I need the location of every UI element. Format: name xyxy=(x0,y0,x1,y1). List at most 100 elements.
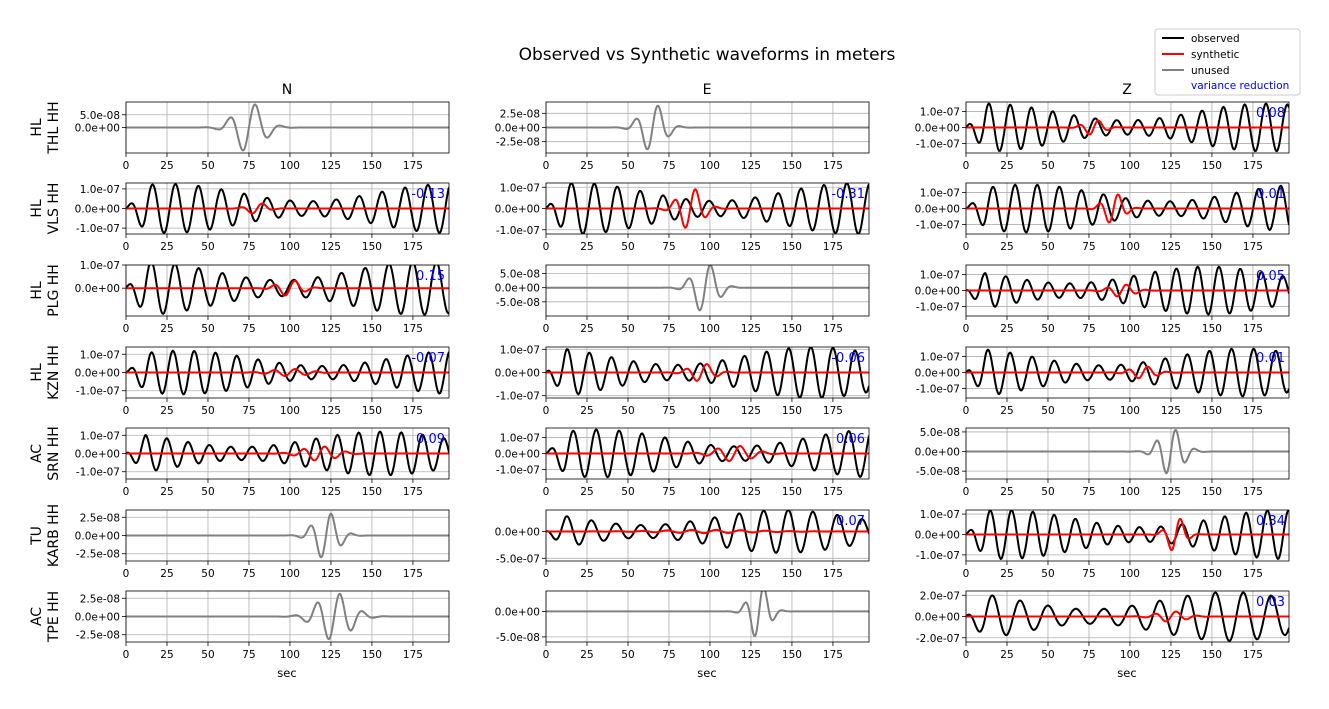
legend-label-observed: observed xyxy=(1191,33,1240,45)
y-tick-label: 0.0e+00 xyxy=(495,606,540,618)
x-tick-label: 25 xyxy=(1000,160,1013,172)
observed-waveform xyxy=(126,349,449,396)
y-tick-label: -5.0e-08 xyxy=(496,632,540,644)
x-tick-label: 150 xyxy=(782,649,802,661)
x-tick-label: 25 xyxy=(580,486,593,498)
x-tick-label: 175 xyxy=(403,241,423,253)
x-tick-label: 125 xyxy=(321,649,341,661)
y-tick-label: 1.0e-07 xyxy=(920,509,960,521)
waveform-panel: 0 25 50 75 100 125 150 175 -1.0e-07 0.0e+00 1.0e-0… xyxy=(495,344,870,417)
x-tick-label: 125 xyxy=(321,568,341,580)
station-code-label: PLG HH xyxy=(46,264,62,317)
y-tick-label: 0.0e+00 xyxy=(75,531,120,543)
unused-waveform xyxy=(126,103,449,152)
y-tick-label: 0.0e+00 xyxy=(495,368,540,380)
x-tick-label: 75 xyxy=(242,323,255,335)
x-tick-label: 0 xyxy=(543,405,550,417)
y-tick-label: -1.0e-07 xyxy=(496,391,540,403)
variance-reduction-value: 0.09 xyxy=(416,432,445,447)
panel-frame xyxy=(965,509,1290,562)
waveform-panel: 0 25 50 75 100 125 150 175 -2.5e-08 0.0e+00 2.5e-0… xyxy=(75,509,450,580)
x-tick-label: 0 xyxy=(543,568,550,580)
y-tick-label: -1.0e-07 xyxy=(916,550,960,562)
x-tick-label: 100 xyxy=(700,568,720,580)
y-tick-label: -2.5e-08 xyxy=(76,549,120,561)
column-titles: N E Z xyxy=(282,82,1132,98)
y-tick-label: 0.0e+00 xyxy=(915,286,960,298)
x-tick-label: 25 xyxy=(160,486,173,498)
y-tick-label: 1.0e-07 xyxy=(80,349,120,361)
x-tick-label: 100 xyxy=(700,241,720,253)
synthetic-waveform xyxy=(966,193,1289,224)
x-tick-label: 125 xyxy=(1161,486,1181,498)
x-tick-label: 75 xyxy=(662,241,675,253)
x-tick-label: 50 xyxy=(1041,160,1054,172)
x-tick-label: 125 xyxy=(741,405,761,417)
x-tick-label: 100 xyxy=(1120,241,1140,253)
waveform-panel: 0 25 50 75 100 125 150 175 -5.0e-08 0.0e+00 5.0e-0… xyxy=(915,427,1290,498)
x-tick-label: 50 xyxy=(201,649,214,661)
x-tick-label: 50 xyxy=(201,160,214,172)
x-tick-label: 75 xyxy=(662,405,675,417)
y-tick-label: 0.0e+00 xyxy=(495,204,540,216)
x-tick-label: 75 xyxy=(242,649,255,661)
x-tick-label: 0 xyxy=(123,323,130,335)
y-tick-label: 0.0e+00 xyxy=(915,368,960,380)
x-tick-label: 100 xyxy=(1120,405,1140,417)
x-tick-label: 25 xyxy=(580,649,593,661)
x-tick-label: 0 xyxy=(543,486,550,498)
x-tick-label: 25 xyxy=(160,649,173,661)
variance-reduction-value: -0.13 xyxy=(411,187,445,202)
x-tick-label: 125 xyxy=(741,486,761,498)
x-tick-label: 50 xyxy=(621,405,634,417)
station-code-label: TPE HH xyxy=(46,591,62,643)
x-tick-label: 25 xyxy=(160,405,173,417)
variance-reduction-value: 0.03 xyxy=(1256,595,1285,610)
station-code-label: THL HH xyxy=(46,101,62,154)
x-tick-label: 150 xyxy=(1202,486,1222,498)
y-tick-label: 1.0e-07 xyxy=(500,433,540,445)
legend-frame xyxy=(1154,28,1301,96)
x-tick-label: 50 xyxy=(201,241,214,253)
x-tick-label: 75 xyxy=(662,323,675,335)
y-tick-label: -5.0e-08 xyxy=(916,466,960,478)
x-tick-label: 150 xyxy=(1202,323,1222,335)
y-tick-label: 0.0e+00 xyxy=(75,449,120,461)
x-tick-label: 100 xyxy=(280,405,300,417)
observed-waveform xyxy=(546,183,869,234)
x-tick-label: 175 xyxy=(1243,649,1263,661)
column-title-z: Z xyxy=(1122,82,1132,98)
synthetic-waveform xyxy=(126,279,449,297)
x-tick-label: 25 xyxy=(580,568,593,580)
synthetic-waveform xyxy=(966,283,1289,298)
x-tick-label: 125 xyxy=(1161,649,1181,661)
variance-reduction-value: 0.01 xyxy=(1256,351,1285,366)
x-tick-label: 50 xyxy=(201,486,214,498)
x-tick-label: 100 xyxy=(700,160,720,172)
waveform-panel: 0 25 50 75 100 125 150 175 -2.5e-08 0.0e+00 2.5e-0… xyxy=(495,101,870,172)
x-tick-label: 75 xyxy=(1082,486,1095,498)
x-tick-label: 50 xyxy=(1041,323,1054,335)
observed-waveform xyxy=(546,347,869,398)
synthetic-waveform xyxy=(546,528,869,535)
variance-reduction-value: -0.06 xyxy=(831,351,865,366)
x-tick-label: 50 xyxy=(621,486,634,498)
x-tick-label: 0 xyxy=(123,160,130,172)
waveform-panel: 0 25 50 75 100 125 150 175 -5.0e-08 0.0e+00 xyxy=(495,590,870,661)
observed-waveform xyxy=(126,265,449,316)
x-tick-label: 25 xyxy=(1000,649,1013,661)
station-network-label: TU xyxy=(29,526,45,546)
waveform-panel: 0 25 50 75 100 125 150 175 -1.0e-07 0.0e+00 1.0e-0… xyxy=(75,427,450,498)
y-tick-label: -2.5e-08 xyxy=(76,630,120,642)
x-tick-label: 50 xyxy=(1041,568,1054,580)
legend-label-synthetic: synthetic xyxy=(1191,49,1240,61)
waveform-panel: 0 25 50 75 100 125 150 175 -2.0e-07 0.0e+00 2.0e-0… xyxy=(915,590,1290,661)
x-tick-label: 150 xyxy=(1202,241,1222,253)
x-tick-label: 175 xyxy=(1243,486,1263,498)
x-tick-label: 75 xyxy=(1082,160,1095,172)
y-tick-label: -1.0e-07 xyxy=(76,386,120,398)
x-tick-label: 0 xyxy=(963,568,970,580)
station-code-label: KARB HH xyxy=(46,504,62,567)
panel-frame xyxy=(965,427,1290,480)
